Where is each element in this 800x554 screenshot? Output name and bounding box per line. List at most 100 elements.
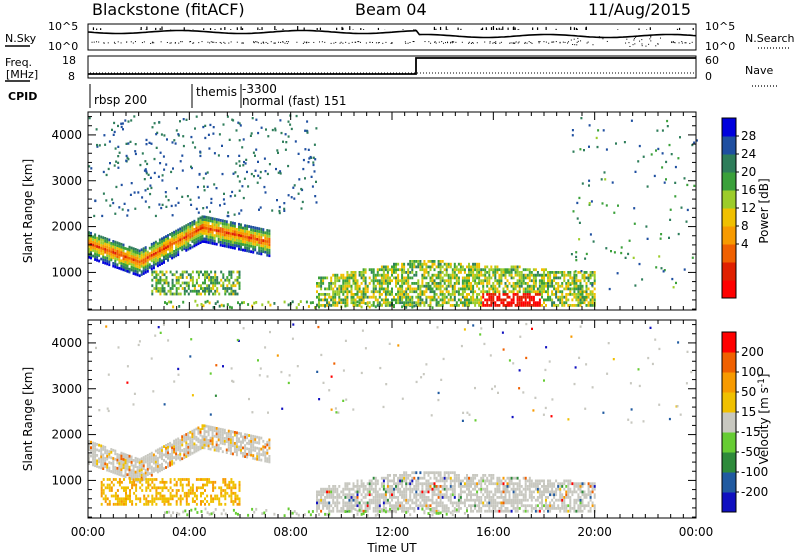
power-cell	[441, 265, 444, 269]
power-cell	[310, 175, 313, 178]
power-cell	[360, 276, 363, 280]
velocity-cell	[415, 496, 418, 499]
nsearch-dot	[141, 42, 143, 44]
velocity-cell	[320, 487, 323, 491]
power-cell	[437, 282, 440, 285]
power-cell	[380, 298, 383, 302]
power-cell	[250, 242, 253, 245]
power-cell	[262, 228, 265, 231]
velocity-cell	[120, 460, 123, 463]
power-colorbar-swatch	[722, 190, 736, 209]
power-cell	[280, 131, 283, 135]
velocity-cell	[143, 497, 146, 501]
power-cell	[185, 235, 188, 238]
velocity-cell	[419, 490, 422, 494]
velocity-cell	[179, 447, 182, 451]
nsearch-dot	[213, 41, 215, 43]
velocity-cell	[185, 452, 188, 456]
power-cell	[185, 224, 188, 227]
power-cell	[512, 284, 515, 288]
velocity-cell	[324, 504, 327, 508]
power-cell	[144, 246, 147, 249]
velocity-cell	[350, 501, 353, 505]
nsearch-dot	[512, 42, 514, 44]
power-cell	[672, 286, 675, 289]
power-cell	[161, 179, 164, 182]
velocity-cell	[238, 480, 241, 484]
velocity-cell	[234, 486, 237, 490]
velocity-cell	[110, 448, 113, 451]
power-cell	[364, 287, 367, 291]
velocity-cell	[141, 478, 144, 481]
power-cell	[132, 250, 135, 253]
velocity-cell	[200, 491, 202, 495]
nsky-line	[87, 29, 697, 39]
velocity-cell	[116, 500, 119, 503]
power-cell	[207, 238, 210, 242]
velocity-cell	[356, 479, 359, 483]
power-cell	[360, 282, 363, 285]
velocity-cell	[212, 486, 215, 490]
power-cell	[199, 222, 202, 225]
power-cell	[374, 287, 377, 291]
power-cell	[661, 152, 664, 155]
velocity-cell	[152, 470, 155, 473]
power-cell	[334, 301, 337, 305]
power-cell	[565, 287, 568, 291]
velocity-cell	[389, 496, 391, 499]
power-cell	[389, 279, 391, 283]
power-cell	[114, 243, 117, 247]
power-cell	[179, 244, 182, 247]
nsearch-dot	[492, 42, 494, 44]
power-cell	[226, 115, 229, 118]
power-cell	[338, 301, 341, 305]
power-cell	[524, 295, 527, 299]
power-cell	[242, 240, 244, 244]
velocity-cell	[211, 434, 214, 438]
velocity-cell	[189, 491, 192, 495]
power-cell	[391, 287, 393, 291]
power-cell	[189, 246, 192, 250]
power-cell	[187, 223, 190, 226]
power-cell	[468, 271, 470, 274]
nsearch-dot	[514, 42, 516, 44]
velocity-cell	[100, 486, 103, 490]
power-cell	[193, 228, 196, 231]
velocity-cell	[409, 479, 412, 483]
power-cell	[122, 243, 125, 247]
power-cell	[163, 292, 166, 296]
velocity-cell	[360, 479, 363, 483]
velocity-cell	[344, 493, 347, 497]
velocity-cell	[125, 497, 127, 501]
power-cell	[492, 293, 495, 296]
power-cell	[244, 224, 247, 228]
velocity-cell	[324, 498, 327, 502]
power-cell	[205, 237, 208, 241]
velocity-cell	[114, 457, 117, 461]
power-cell	[313, 170, 316, 173]
power-cell	[224, 289, 227, 293]
power-cell	[585, 295, 588, 299]
power-cell	[518, 290, 521, 294]
nsearch-dot	[515, 41, 517, 43]
velocity-cell	[134, 459, 137, 463]
velocity-cell	[423, 493, 426, 497]
power-cell	[186, 195, 189, 198]
velocity-cell	[185, 500, 188, 503]
velocity-cell	[138, 463, 141, 467]
power-cell	[508, 290, 511, 294]
power-cell	[169, 244, 172, 247]
velocity-cell	[417, 504, 420, 508]
power-cell	[244, 235, 247, 239]
power-cell	[177, 292, 180, 296]
power-cell	[136, 270, 139, 274]
power-cell	[146, 162, 149, 166]
power-cell	[366, 284, 369, 288]
velocity-cell	[229, 452, 232, 455]
power-cell	[298, 178, 301, 181]
nsearch-dot	[587, 41, 589, 43]
velocity-cell	[171, 462, 174, 466]
velocity-cell	[171, 449, 174, 452]
power-cell	[134, 261, 137, 265]
velocity-cell	[238, 489, 241, 492]
